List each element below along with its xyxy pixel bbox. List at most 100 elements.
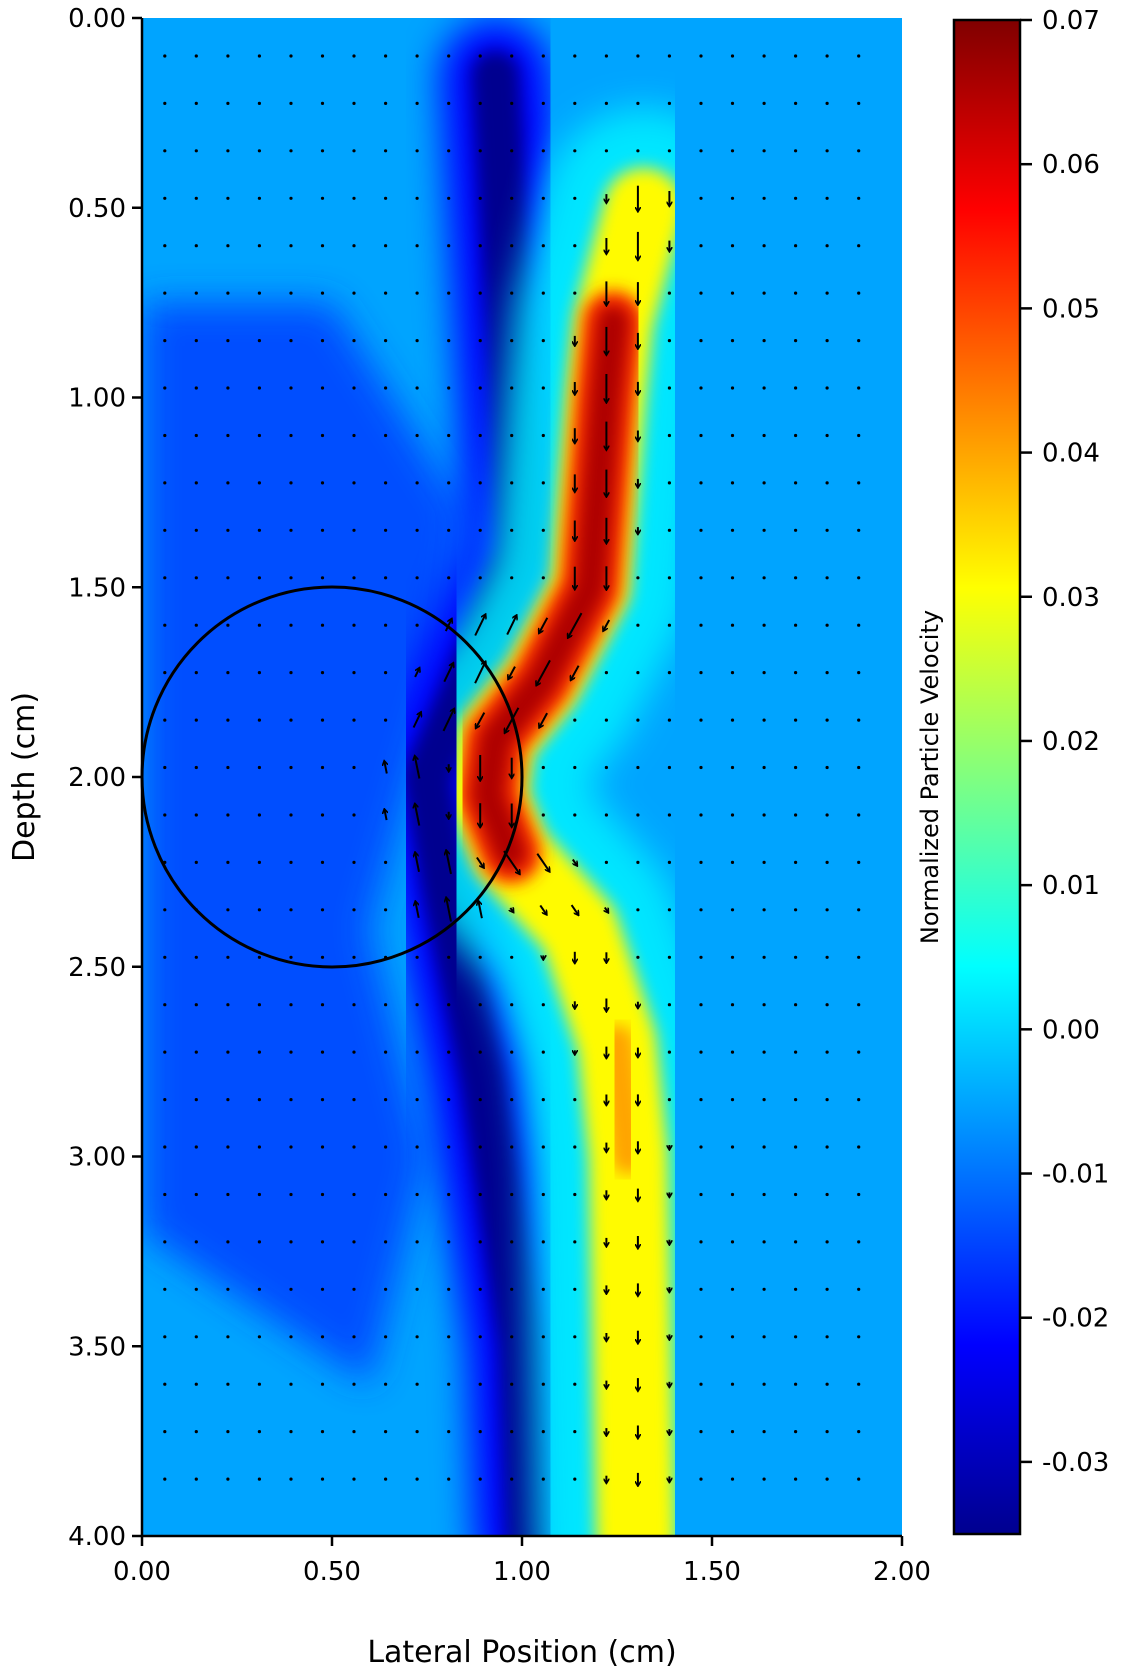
vector-dot [794,1098,798,1102]
vector-dot [730,1192,735,1197]
vector-dot [762,671,766,675]
vector-dot [226,623,230,627]
vector-dot [730,860,735,865]
vector-dot [352,433,356,438]
vector-dot [762,386,766,390]
vector-dot [541,54,545,58]
vector-dot [857,1192,861,1197]
vector-dot [352,149,356,153]
vector-dot [699,1335,703,1339]
vector-dot [289,291,293,295]
vector-dot [510,576,514,580]
vector-dot [573,1240,577,1244]
vector-dot [541,1477,545,1481]
vector-dot [794,765,798,770]
vector-dot [541,1430,545,1434]
vector-dot [825,813,829,817]
vector-dot [415,433,419,438]
vector-dot [794,718,798,722]
vector-dot [163,1145,167,1149]
vector-dot [257,196,261,200]
y-tick-label: 3.00 [68,1143,126,1173]
vector-dot [257,1098,261,1102]
vector-dot [384,576,388,580]
vector-arrow [510,908,513,912]
vector-dot [320,1192,325,1197]
vector-dot [163,528,167,532]
vector-dot [194,1098,198,1102]
vector-dot [289,1145,293,1149]
vector-arrow [571,858,577,866]
vector-dot [573,291,577,295]
vector-dot [289,149,293,153]
vector-dot [289,1430,293,1434]
x-axis-title: Lateral Position (cm) [367,1635,676,1670]
vector-dot [825,1382,829,1386]
vector-dot [226,528,230,532]
vector-dot [667,1050,672,1054]
vector-dot [762,149,766,153]
vector-dot [857,1430,861,1434]
vector-dot [541,339,545,343]
vector-dot [194,339,198,343]
vector-dot [730,1430,735,1434]
vector-dot [194,955,198,959]
vector-dot [699,1098,703,1102]
vector-dot [478,196,482,200]
vector-dot [730,339,735,343]
vector-dot [857,955,861,959]
vector-dot [194,1382,198,1386]
vector-dot [730,1335,735,1339]
vector-dot [257,718,261,722]
vector-dot [573,1098,577,1102]
vector-dot [541,386,545,390]
vector-dot [447,1335,451,1339]
vector-dot [825,149,829,153]
vector-dot [163,433,167,438]
vector-dot [257,1382,261,1386]
vector-dot [478,291,482,295]
vector-dot [257,244,261,248]
vector-dot [415,623,419,627]
vector-dot [352,813,356,817]
vector-dot [667,860,672,865]
vector-dot [226,1477,230,1481]
vector-dot [257,54,261,58]
vector-dot [794,196,798,200]
vector-dot [541,765,545,770]
vector-dot [730,149,735,153]
vector-dot [163,481,167,485]
vector-dot [257,528,261,532]
vector-dot [226,1003,230,1007]
vector-dot [510,955,514,959]
vector-dot [163,765,167,770]
vector-dot [163,101,167,105]
vector-dot [636,576,640,580]
vector-dot [320,528,325,532]
vector-dot [226,765,230,770]
vector-dot [447,1145,451,1149]
vector-dot [320,149,325,153]
vector-dot [762,244,766,248]
vector-dot [289,1382,293,1386]
vector-dot [794,1382,798,1386]
vector-dot [289,1098,293,1102]
vector-dot [730,433,735,438]
vector-dot [573,813,577,817]
vector-dot [510,1098,514,1102]
colorbar-tick-label: 0.05 [1042,294,1100,324]
vector-dot [794,576,798,580]
vector-dot [384,1240,388,1244]
vector-dot [762,718,766,722]
vector-dot [762,955,766,959]
vector-dot [794,1145,798,1149]
vector-dot [257,101,261,105]
colorbar-tick-label: -0.02 [1042,1304,1109,1334]
vector-dot [667,576,672,580]
vector-dot [636,623,640,627]
vector-dot [510,339,514,343]
vector-dot [384,623,388,627]
vector-dot [794,386,798,390]
vector-dot [730,765,735,770]
vector-dot [352,1382,356,1386]
